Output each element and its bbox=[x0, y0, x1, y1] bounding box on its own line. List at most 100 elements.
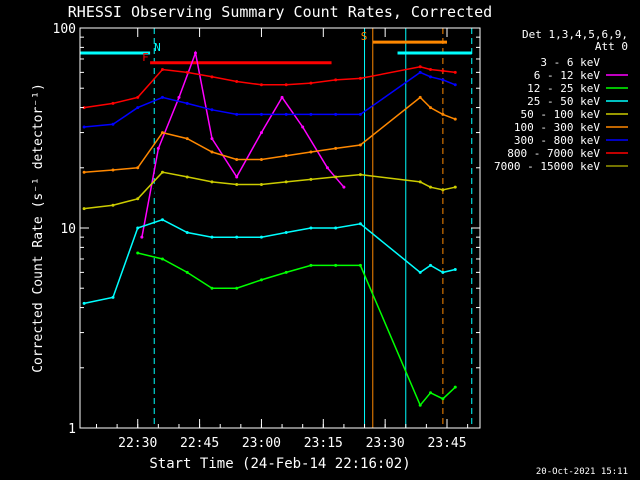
series-point bbox=[284, 270, 288, 274]
series-point bbox=[358, 112, 362, 116]
series-point bbox=[441, 270, 445, 274]
legend-entry-label: 300 - 800 keV bbox=[514, 134, 600, 147]
series-point bbox=[259, 278, 263, 282]
series-point bbox=[177, 95, 181, 99]
series-point bbox=[259, 158, 263, 162]
series-point bbox=[453, 83, 457, 87]
series-point bbox=[235, 286, 239, 290]
series-point bbox=[284, 180, 288, 184]
legend-entry-label: 800 - 7000 keV bbox=[507, 147, 600, 160]
series-point bbox=[111, 295, 115, 299]
series-point bbox=[453, 185, 457, 189]
series-point bbox=[259, 131, 263, 135]
series-point bbox=[418, 403, 422, 407]
series-point bbox=[136, 95, 140, 99]
series-point bbox=[358, 76, 362, 80]
legend-header-line-2: Att 0 bbox=[595, 40, 628, 53]
series-point bbox=[111, 203, 115, 207]
legend-entry-label: 50 - 100 keV bbox=[521, 108, 601, 121]
series-point bbox=[111, 101, 115, 105]
x-tick-label: 22:45 bbox=[180, 436, 219, 451]
x-axis: 22:30 22:45 23:00 23:15 23:30 23:45 bbox=[95, 28, 469, 451]
series-point bbox=[185, 175, 189, 179]
series-point bbox=[185, 137, 189, 141]
plot-area: NF S bbox=[79, 28, 473, 428]
series-point bbox=[111, 122, 115, 126]
series-point bbox=[136, 226, 140, 230]
series-point bbox=[185, 230, 189, 234]
series-point bbox=[160, 257, 164, 261]
series-point bbox=[210, 150, 214, 154]
legend-entry-label: 6 - 12 keV bbox=[534, 69, 601, 82]
series-point bbox=[185, 117, 189, 121]
series-point bbox=[280, 95, 284, 99]
series-point bbox=[301, 125, 305, 129]
series-point bbox=[334, 263, 338, 267]
series-point bbox=[429, 391, 433, 395]
series-point bbox=[185, 70, 189, 74]
x-tick-label: 23:45 bbox=[427, 436, 466, 451]
series-line bbox=[84, 71, 456, 128]
series-point bbox=[210, 108, 214, 112]
chart-title: RHESSI Observing Summary Count Rates, Co… bbox=[68, 3, 492, 21]
y-tick-label: 100 bbox=[53, 22, 76, 37]
x-tick-label: 22:30 bbox=[118, 436, 157, 451]
series-point bbox=[334, 175, 338, 179]
series-point bbox=[235, 158, 239, 162]
series-point bbox=[82, 125, 86, 129]
series-point bbox=[82, 301, 86, 305]
series-point bbox=[334, 146, 338, 150]
series-point bbox=[185, 101, 189, 105]
series-point bbox=[210, 137, 214, 141]
series-point bbox=[418, 70, 422, 74]
series-point bbox=[358, 143, 362, 147]
series-point bbox=[309, 81, 313, 85]
series-line bbox=[141, 117, 345, 254]
series-point bbox=[309, 226, 313, 230]
series-point bbox=[441, 188, 445, 192]
series-point bbox=[284, 83, 288, 87]
x-tick-label: 23:15 bbox=[304, 436, 343, 451]
series-point bbox=[136, 197, 140, 201]
series-point bbox=[160, 218, 164, 222]
series-point bbox=[284, 112, 288, 116]
series-point bbox=[210, 158, 214, 162]
y-axis: 1 10 100 bbox=[53, 22, 480, 437]
x-tick-label: 23:30 bbox=[366, 436, 405, 451]
series-point bbox=[358, 222, 362, 226]
series-point bbox=[441, 397, 445, 401]
series-point bbox=[210, 180, 214, 184]
series-point bbox=[453, 268, 457, 272]
series-point bbox=[418, 65, 422, 69]
series-point bbox=[418, 95, 422, 99]
series-point bbox=[235, 175, 239, 179]
series-point bbox=[429, 106, 433, 110]
series-line bbox=[84, 96, 456, 173]
series-point bbox=[453, 385, 457, 389]
series-point bbox=[429, 185, 433, 189]
legend-header-line-1: Det 1,3,4,5,6,9, bbox=[522, 28, 628, 41]
series-point bbox=[160, 131, 164, 135]
legend-entry-label: 7000 - 15000 keV bbox=[494, 160, 600, 173]
legend-entry-label: 25 - 50 keV bbox=[527, 95, 600, 108]
series-point bbox=[429, 75, 433, 79]
series-point bbox=[259, 83, 263, 87]
series-point bbox=[309, 158, 313, 162]
series-point bbox=[358, 173, 362, 177]
series-point bbox=[284, 125, 288, 129]
series-point bbox=[284, 230, 288, 234]
series-point bbox=[82, 170, 86, 174]
series-point bbox=[82, 207, 86, 211]
series-point bbox=[136, 251, 140, 255]
series-point bbox=[193, 51, 197, 55]
flag-label: F bbox=[142, 51, 149, 64]
x-axis-label: Start Time (24-Feb-14 22:16:02) bbox=[149, 456, 410, 472]
series-point bbox=[453, 117, 457, 121]
legend-entry-label: 3 - 6 keV bbox=[540, 56, 600, 69]
series-point bbox=[334, 112, 338, 116]
series-line bbox=[83, 218, 456, 305]
series-point bbox=[160, 146, 164, 150]
series-point bbox=[82, 106, 86, 110]
series-point bbox=[418, 270, 422, 274]
series-point bbox=[334, 78, 338, 82]
